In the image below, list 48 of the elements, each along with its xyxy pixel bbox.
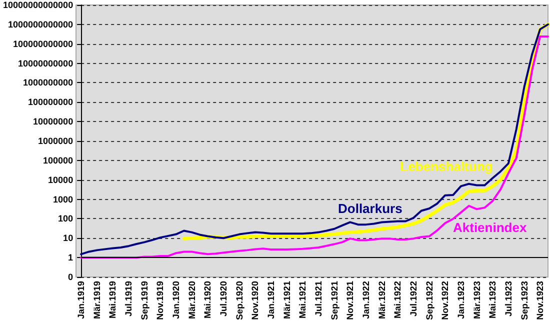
y-tick-label: 10 — [63, 233, 74, 244]
x-tick-label: Nov.1920 — [250, 281, 260, 320]
x-tick-label: Jan.1922 — [360, 281, 371, 320]
x-tick-label: Jul.1922 — [408, 281, 418, 317]
y-tick-label: 10000 — [48, 174, 74, 185]
x-tick-label: Jul.1923 — [503, 281, 514, 317]
x-tick-label: Sep.1920 — [234, 281, 244, 320]
y-tick-label: 0 — [68, 272, 74, 282]
x-tick-label: Jan.1921 — [266, 281, 276, 320]
y-tick-label: 100000 — [43, 155, 74, 166]
x-tick-label: Mai.1923 — [488, 281, 498, 319]
x-tick-label: Jul.1921 — [313, 281, 324, 317]
x-tick-label: Jan.1919 — [76, 281, 86, 320]
x-tick-label: Sep.1922 — [424, 281, 434, 320]
x-tick-label: Nov.1921 — [345, 281, 356, 320]
y-tick-label: 10000000000000 — [2, 0, 74, 10]
x-tick-label: Jul.1920 — [218, 281, 229, 317]
x-tick-label: Mär.1923 — [472, 281, 482, 320]
x-tick-label: Sep.1923 — [519, 281, 530, 320]
series-label: Dollarkurs — [338, 201, 402, 216]
x-tick-label: Jan.1920 — [171, 281, 182, 320]
x-tick-label: Nov.1922 — [440, 281, 450, 320]
x-tick-label: Mär.1921 — [282, 281, 292, 320]
y-tick-label: 1000 — [53, 194, 74, 204]
x-tick-label: Sep.1919 — [139, 281, 150, 320]
x-tick-label: Nov.1923 — [535, 281, 546, 320]
y-tick-label: 10000000000 — [18, 58, 74, 68]
x-tick-label: Mär.1920 — [186, 281, 197, 320]
series-label: Lebenshaltung — [400, 159, 493, 174]
y-tick-label: 1000000000000 — [8, 19, 74, 30]
y-tick-label: 1000000000 — [23, 78, 74, 88]
y-tick-label: 100 — [58, 214, 74, 224]
x-tick-label: Jul.1919 — [124, 281, 134, 317]
x-tick-label: Mär.1922 — [376, 281, 387, 320]
y-tick-label: 10000000 — [33, 116, 74, 127]
x-tick-label: Jan.1923 — [456, 281, 466, 320]
x-tick-label: Mai.1919 — [108, 281, 118, 319]
x-tick-label: Mai.1922 — [392, 281, 403, 319]
y-tick-label: 100000000 — [28, 97, 74, 108]
x-tick-label: Mär.1919 — [92, 281, 102, 320]
x-tick-label: Mai.1920 — [202, 281, 213, 319]
x-tick-label: Nov.1919 — [155, 281, 166, 320]
y-tick-label: 1 — [68, 252, 74, 263]
y-tick-label: 1000000 — [38, 136, 74, 146]
x-tick-label: Mai.1921 — [298, 281, 308, 319]
y-tick-label: 100000000000 — [12, 38, 74, 49]
series-label: Aktienindex — [453, 220, 528, 235]
x-tick-label: Sep.1921 — [329, 281, 340, 320]
